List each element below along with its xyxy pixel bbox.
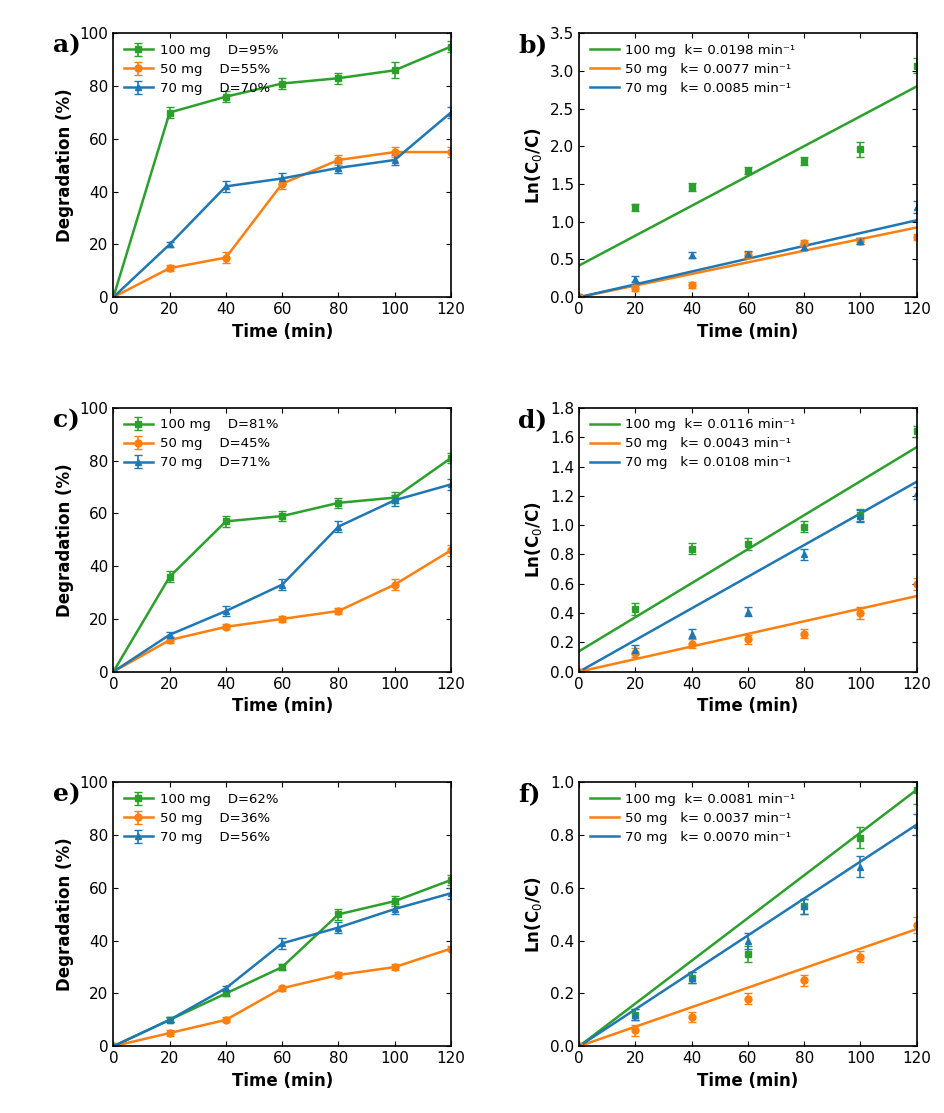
X-axis label: Time (min): Time (min): [231, 1072, 332, 1090]
Text: e): e): [53, 782, 80, 807]
X-axis label: Time (min): Time (min): [697, 697, 798, 715]
Y-axis label: Degradation (%): Degradation (%): [56, 837, 74, 992]
Legend: 100 mg    D=81%, 50 mg    D=45%, 70 mg    D=71%: 100 mg D=81%, 50 mg D=45%, 70 mg D=71%: [120, 414, 281, 473]
Y-axis label: Ln(C$_0$/C): Ln(C$_0$/C): [523, 502, 544, 578]
Text: c): c): [53, 408, 79, 432]
Y-axis label: Ln(C$_0$/C): Ln(C$_0$/C): [523, 876, 544, 953]
Legend: 100 mg  k= 0.0081 min⁻¹, 50 mg   k= 0.0037 min⁻¹, 70 mg   k= 0.0070 min⁻¹: 100 mg k= 0.0081 min⁻¹, 50 mg k= 0.0037 …: [585, 789, 799, 848]
Legend: 100 mg  k= 0.0116 min⁻¹, 50 mg   k= 0.0043 min⁻¹, 70 mg   k= 0.0108 min⁻¹: 100 mg k= 0.0116 min⁻¹, 50 mg k= 0.0043 …: [585, 414, 799, 473]
Legend: 100 mg    D=95%, 50 mg    D=55%, 70 mg    D=70%: 100 mg D=95%, 50 mg D=55%, 70 mg D=70%: [120, 40, 281, 99]
Legend: 100 mg    D=62%, 50 mg    D=36%, 70 mg    D=56%: 100 mg D=62%, 50 mg D=36%, 70 mg D=56%: [120, 789, 281, 848]
Text: b): b): [518, 33, 548, 58]
Legend: 100 mg  k= 0.0198 min⁻¹, 50 mg   k= 0.0077 min⁻¹, 70 mg   k= 0.0085 min⁻¹: 100 mg k= 0.0198 min⁻¹, 50 mg k= 0.0077 …: [585, 40, 799, 99]
Y-axis label: Degradation (%): Degradation (%): [56, 88, 74, 243]
Y-axis label: Ln(C$_0$/C): Ln(C$_0$/C): [523, 127, 544, 204]
X-axis label: Time (min): Time (min): [231, 323, 332, 341]
X-axis label: Time (min): Time (min): [231, 697, 332, 715]
Text: a): a): [53, 33, 80, 58]
Y-axis label: Degradation (%): Degradation (%): [56, 463, 74, 617]
X-axis label: Time (min): Time (min): [697, 1072, 798, 1090]
Text: d): d): [518, 408, 547, 432]
Text: f): f): [518, 782, 540, 807]
X-axis label: Time (min): Time (min): [697, 323, 798, 341]
